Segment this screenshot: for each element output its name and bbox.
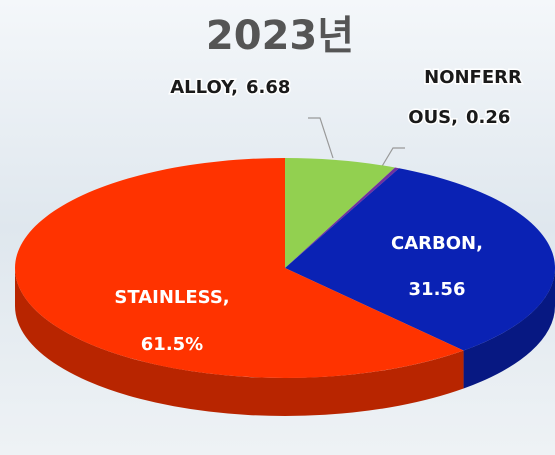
slice-side [463, 268, 555, 389]
data-label: 31.56 [409, 279, 466, 300]
slice [285, 168, 555, 351]
category-label: ALLOY, [170, 77, 238, 98]
slice [14, 158, 464, 378]
leader-line [308, 117, 334, 159]
category-label: NONFERR OUS, [408, 67, 522, 128]
data-label: 6.68 [246, 77, 290, 98]
slice-side [15, 268, 464, 416]
category-label-line: OUS, [408, 107, 458, 128]
data-label: 61.5% [141, 334, 203, 355]
leader-line [380, 147, 405, 169]
category-label: STAINLESS, [114, 287, 229, 308]
category-label: CARBON, [391, 233, 483, 254]
category-label-line: NONFERR [424, 67, 522, 88]
pie [14, 158, 555, 416]
labels: ALLOY, 6.68 NONFERR OUS, 0.26 CARBON, 31.56 STA… [114, 66, 523, 356]
chart-title: 2023년 [206, 13, 354, 59]
category-label-line: ALLOY, [170, 77, 238, 98]
slice [285, 158, 396, 268]
data-label: 0.26 [466, 107, 510, 128]
category-label-line: CARBON, [391, 233, 483, 254]
slice [285, 167, 400, 268]
category-label-line: STAINLESS, [114, 287, 229, 308]
